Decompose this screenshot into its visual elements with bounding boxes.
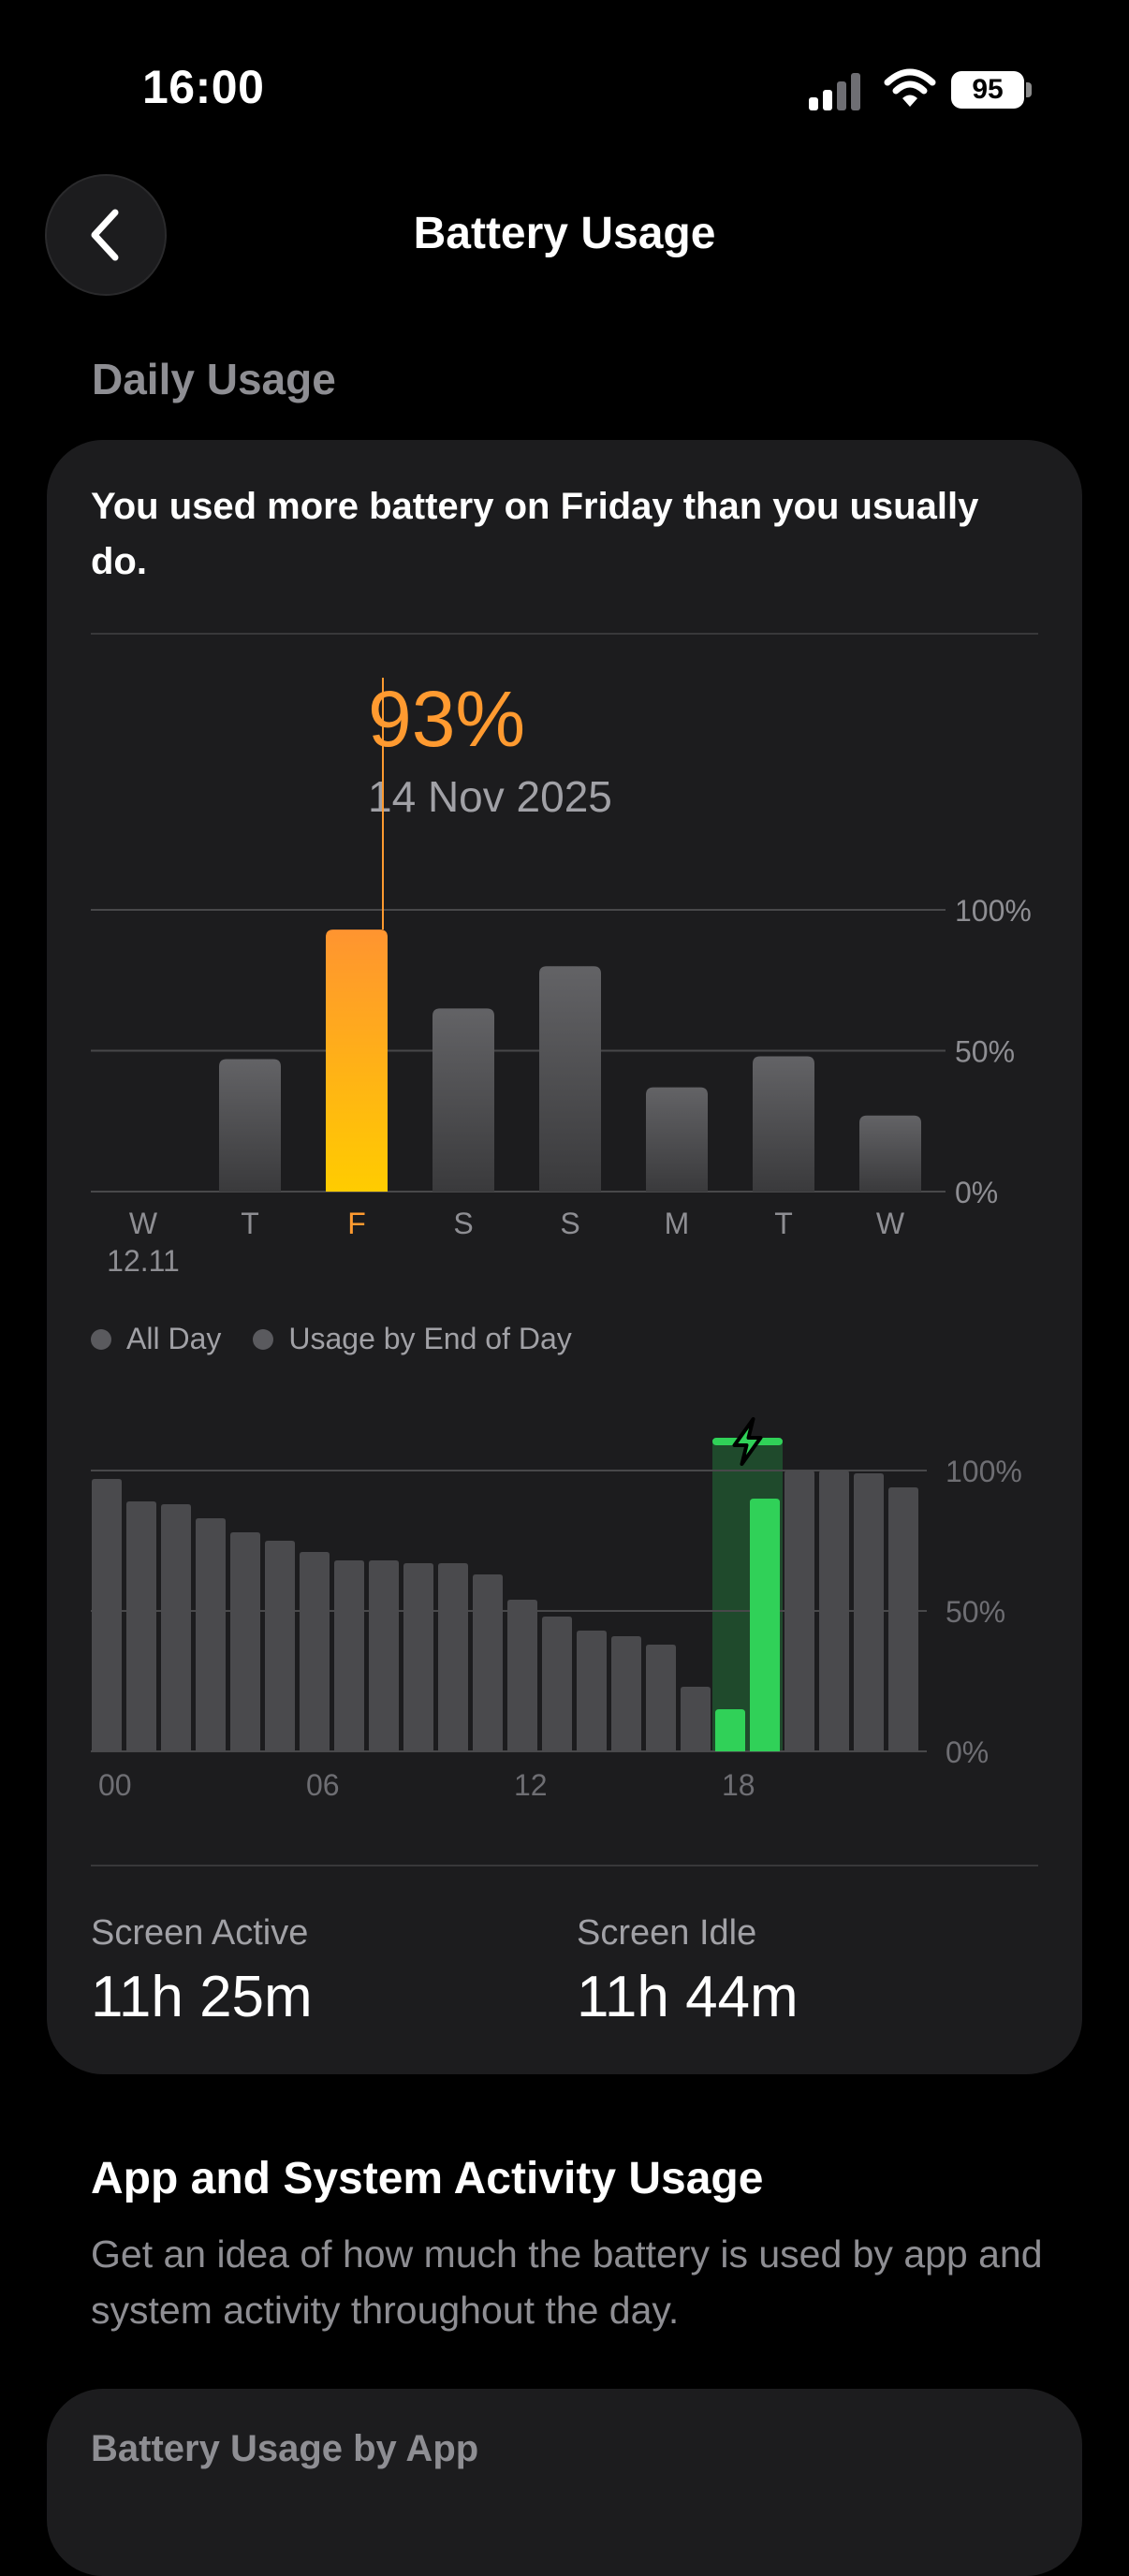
selected-day-date: 14 Nov 2025: [368, 772, 612, 821]
x-tick-label: F: [347, 1207, 366, 1240]
y-tick-label: 50%: [955, 1035, 1015, 1069]
daily-usage-chart[interactable]: 100% 50% 0% W 12.11 T F S S M T W: [0, 0, 1129, 1310]
hourly-bar: [646, 1645, 676, 1751]
daily-bar: [433, 1008, 494, 1192]
battery-usage-by-app-card[interactable]: [47, 2389, 1082, 2576]
legend-all-day[interactable]: All Day: [126, 1322, 222, 1355]
status-time: 16:00: [142, 61, 265, 113]
daily-usage-heading: Daily Usage: [92, 355, 336, 403]
hourly-bar: [819, 1471, 849, 1751]
hourly-battery-level-chart[interactable]: 100% 50% 0% 00 06 12 18: [0, 0, 1129, 1835]
x-tick-label: T: [241, 1207, 259, 1240]
page-title: Battery Usage: [413, 209, 716, 258]
hourly-bar: [126, 1501, 156, 1751]
chart-legend: All Day Usage by End of Day: [91, 1322, 572, 1356]
divider: [91, 1865, 1038, 1866]
battery-nub: [1026, 82, 1032, 97]
legend-dot-end-of-day: [253, 1328, 274, 1350]
charging-bar: [750, 1499, 780, 1751]
screen-idle-value: 11h 44m: [577, 1965, 799, 2029]
hourly-bar: [473, 1574, 503, 1751]
hourly-bar: [161, 1504, 191, 1751]
chevron-left-icon: [91, 209, 119, 261]
x-tick-label: S: [453, 1207, 473, 1240]
y-tick-label: 0%: [955, 1176, 998, 1209]
legend-dot-all-day: [91, 1328, 111, 1350]
y-tick-label: 50%: [946, 1595, 1005, 1629]
x-tick-label: T: [774, 1207, 793, 1240]
x-tick-sublabel: 12.11: [107, 1244, 180, 1278]
battery-icon: 95: [951, 71, 1024, 109]
daily-bar: [219, 1059, 281, 1192]
y-tick-label: 100%: [955, 894, 1032, 928]
hourly-bar: [196, 1518, 226, 1751]
legend-end-of-day[interactable]: Usage by End of Day: [288, 1322, 572, 1355]
hourly-bar: [334, 1560, 364, 1751]
x-tick-label: 18: [722, 1768, 755, 1802]
battery-usage-by-app-title: Battery Usage by App: [91, 2428, 479, 2469]
daily-bar: [753, 1056, 814, 1192]
wifi-icon: [884, 68, 936, 107]
hourly-bar: [681, 1687, 711, 1751]
daily-usage-card: [47, 440, 1082, 2074]
charging-bolt-icon: [732, 1417, 763, 1466]
daily-bar: [326, 929, 388, 1192]
cellular-signal-icon: [809, 73, 860, 110]
selected-day-percentage: 93%: [368, 675, 526, 763]
screen-active-label: Screen Active: [91, 1913, 309, 1953]
hourly-bar: [92, 1479, 122, 1751]
x-tick-label: W: [129, 1207, 158, 1240]
y-tick-label: 0%: [946, 1735, 989, 1769]
hourly-bar: [542, 1617, 572, 1751]
hourly-bar: [230, 1532, 260, 1751]
hourly-bar: [611, 1636, 641, 1751]
screen-idle-label: Screen Idle: [577, 1913, 757, 1953]
hourly-bar: [265, 1541, 295, 1751]
y-tick-label: 100%: [946, 1455, 1022, 1488]
x-tick-label: 00: [98, 1768, 132, 1802]
x-tick-label: 06: [306, 1768, 340, 1802]
back-button[interactable]: [45, 174, 167, 296]
x-tick-label: S: [560, 1207, 579, 1240]
x-tick-label: W: [876, 1207, 905, 1240]
charging-bar: [715, 1709, 745, 1751]
usage-insight-text: You used more battery on Friday than you…: [91, 486, 979, 582]
daily-bar: [859, 1115, 921, 1192]
hourly-bar: [888, 1487, 918, 1751]
hourly-bar: [854, 1473, 884, 1751]
app-activity-heading: App and System Activity Usage: [91, 2154, 764, 2203]
x-tick-label: M: [665, 1207, 690, 1240]
daily-bar: [646, 1087, 708, 1192]
hourly-bar: [438, 1563, 468, 1751]
x-tick-label: 12: [514, 1768, 548, 1802]
battery-level: 95: [972, 74, 1004, 105]
hourly-bar: [577, 1631, 607, 1751]
hourly-bar: [369, 1560, 399, 1751]
hourly-bar: [403, 1563, 433, 1751]
hourly-bar: [784, 1471, 814, 1751]
screen-active-value: 11h 25m: [91, 1965, 313, 2029]
hourly-bar: [507, 1600, 537, 1751]
daily-bar: [539, 966, 601, 1192]
divider: [91, 633, 1038, 635]
hourly-bar: [300, 1552, 330, 1751]
app-activity-description: Get an idea of how much the battery is u…: [91, 2232, 1043, 2332]
